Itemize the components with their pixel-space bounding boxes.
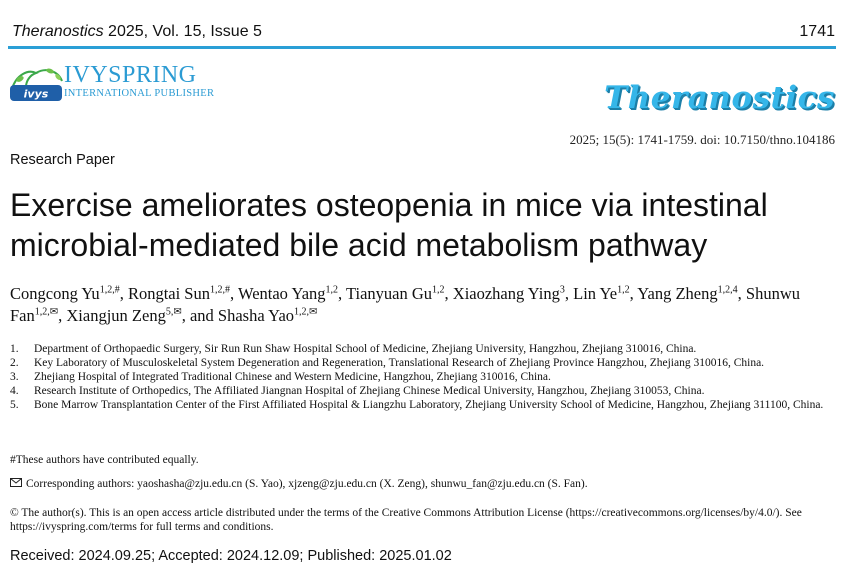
affiliation-list: 1. Department of Orthopaedic Surgery, Sir… <box>10 342 840 412</box>
citation: 2025; 15(5): 1741-1759. doi: 10.7150/thn… <box>569 132 835 147</box>
author-separator: , <box>338 284 346 303</box>
affiliation-item: 3. Zhejiang Hospital of Integrated Tradit… <box>10 370 840 384</box>
affiliation-item: 5. Bone Marrow Transplantation Center of … <box>10 398 840 412</box>
author-name: Tianyuan Gu <box>346 284 433 303</box>
ivyspring-logo-icon: ivys <box>10 68 63 101</box>
affiliation-item: 1. Department of Orthopaedic Surgery, Sir… <box>10 342 840 356</box>
envelope-icon <box>10 478 22 490</box>
author-name: Shunwu Fan <box>10 284 800 325</box>
author-separator: , <box>629 284 638 303</box>
author-separator: , <box>564 284 574 303</box>
author-affiliation-marker: 1,2,# <box>210 284 230 296</box>
journal-volume-issue: 2025, Vol. 15, Issue 5 <box>108 23 262 40</box>
author-name: Rongtai Sun <box>127 284 210 303</box>
affiliation-text: Research Institute of Orthopedics, The A… <box>34 385 705 397</box>
journal-logo: Theranostics <box>604 80 835 116</box>
author-affiliation-marker: 1,2 <box>617 284 630 296</box>
author-affiliation-marker: 1,2,✉ <box>34 306 59 318</box>
author-name: Shasha Yao <box>217 306 295 325</box>
author-list: Congcong Yu1,2,#, Rongtai Sun1,2,#, Went… <box>10 283 840 327</box>
affiliation-text: Zhejiang Hospital of Integrated Traditio… <box>34 371 551 383</box>
running-header: Theranostics 2025, Vol. 15, Issue 5 <box>12 23 262 41</box>
author-separator: , <box>444 284 453 303</box>
publisher-subtitle: INTERNATIONAL PUBLISHER <box>64 88 215 99</box>
author-name: Lin Ye <box>573 284 618 303</box>
affiliation-number: 2. <box>10 357 19 369</box>
header-rule <box>8 46 836 49</box>
author-affiliation-marker: 1,2,4 <box>717 284 738 296</box>
corresponding-text: Corresponding authors: yaoshasha@zju.edu… <box>26 478 588 490</box>
author-affiliation-marker: 1,2,# <box>99 284 120 296</box>
author-name: Congcong Yu <box>10 284 100 303</box>
affiliation-item: 4. Research Institute of Orthopedics, The… <box>10 384 840 398</box>
author-affiliation-marker: 5,✉ <box>165 306 182 318</box>
affiliation-number: 1. <box>10 343 19 355</box>
paper-title: Exercise ameliorates osteopenia in mice … <box>10 187 768 263</box>
author-name: Yang Zheng <box>637 284 718 303</box>
affiliation-item: 2. Key Laboratory of Musculoskeletal Syst… <box>10 356 840 370</box>
author-separator: , <box>737 284 746 303</box>
equal-contribution-note: #These authors have contributed equally. <box>10 454 199 466</box>
affiliation-text: Key Laboratory of Musculoskeletal System… <box>34 357 765 369</box>
publication-dates: Received: 2024.09.25; Accepted: 2024.12.… <box>10 548 452 564</box>
journal-name: Theranostics <box>12 23 104 40</box>
author-separator: , <box>230 284 238 303</box>
author-affiliation-marker: 3 <box>559 284 565 296</box>
paper-type: Research Paper <box>10 152 115 168</box>
svg-text:ivys: ivys <box>24 88 49 101</box>
author-name: Xiangjun Zeng <box>66 306 166 325</box>
corresponding-authors: Corresponding authors: yaoshasha@zju.edu… <box>10 478 588 490</box>
author-affiliation-marker: 1,2 <box>432 284 445 296</box>
publisher-name: IVYSPRING <box>64 62 197 88</box>
affiliation-text: Department of Orthopaedic Surgery, Sir R… <box>34 343 697 355</box>
page-number: 1741 <box>799 23 835 40</box>
author-name: Xiaozhang Ying <box>452 284 560 303</box>
author-separator: , <box>119 284 128 303</box>
affiliation-number: 4. <box>10 385 19 397</box>
author-affiliation-marker: 1,2 <box>325 284 339 296</box>
license-statement: © The author(s). This is an open access … <box>10 507 802 533</box>
affiliation-number: 5. <box>10 399 19 411</box>
author-separator: , <box>58 306 67 325</box>
affiliation-number: 3. <box>10 371 19 383</box>
author-affiliation-marker: 1,2,✉ <box>294 306 318 318</box>
author-separator: , and <box>181 306 218 325</box>
affiliation-text: Bone Marrow Transplantation Center of th… <box>34 399 824 411</box>
author-name: Wentao Yang <box>237 284 326 303</box>
